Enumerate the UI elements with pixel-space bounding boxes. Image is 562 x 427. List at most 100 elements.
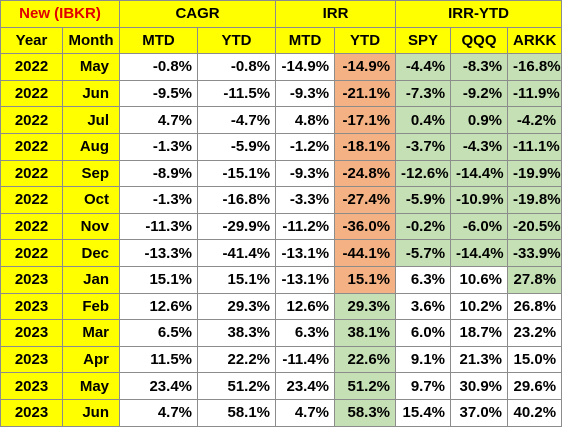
header-column-row: Year Month MTD YTD MTD YTD SPY QQQ ARKK [0,26,562,55]
arkk-cell: 27.8% [507,265,562,294]
irr-ytd-cell: -14.9% [334,53,397,81]
cagr-mtd-cell: -1.3% [119,132,199,161]
irr-ytd-cell: 51.2% [334,372,397,400]
cagr-mtd-cell: -9.5% [119,79,199,108]
irr-mtd-cell: -11.4% [275,345,336,374]
arkk-cell: -11.9% [507,79,562,108]
spy-cell: -3.7% [395,132,452,161]
qqq-cell: 0.9% [450,106,509,134]
month-cell: Aug [61,132,121,161]
irr-ytd-cell: 29.3% [334,292,397,321]
cagr-mtd-cell: -1.3% [119,186,199,214]
qqq-cell: 30.9% [450,372,509,400]
arkk-cell: 26.8% [507,292,562,321]
irr-mtd-cell: -3.3% [275,186,336,214]
cagr-ytd-cell: -11.5% [197,79,277,108]
spy-cell: 15.4% [395,398,452,427]
cagr-mtd-cell: 4.7% [119,398,199,427]
spy-cell: 6.0% [395,319,452,347]
table-body: 2022 May -0.8% -0.8% -14.9% -14.9% -4.4% -8.3% -… [0,53,562,427]
month-cell: Jun [61,79,121,108]
header-group-row: New (IBKR) CAGR IRR IRR-YTD [0,0,562,28]
spy-cell: -5.7% [395,239,452,267]
table-row: 2022 May -0.8% -0.8% -14.9% -14.9% -4.4% -8.3% -… [0,53,562,81]
table-row: 2022 Nov -11.3% -29.9% -11.2% -36.0% -0.2% -6.0… [0,212,562,241]
cagr-mtd-cell: 23.4% [119,372,199,400]
irr-ytd-cell: -18.1% [334,132,397,161]
arkk-cell: -19.9% [507,159,562,188]
cagr-mtd-cell: 4.7% [119,106,199,134]
qqq-cell: 18.7% [450,319,509,347]
table-row: 2023 Mar 6.5% 38.3% 6.3% 38.1% 6.0% 18.7% 23.2% [0,319,562,347]
spy-cell: -0.2% [395,212,452,241]
irr-ytd-cell: -36.0% [334,212,397,241]
arkk-cell: -4.2% [507,106,562,134]
column-header-arkk: ARKK [507,26,562,55]
cagr-mtd-cell: 15.1% [119,265,199,294]
cagr-mtd-cell: -0.8% [119,53,199,81]
year-cell: 2022 [0,239,63,267]
cagr-ytd-cell: -16.8% [197,186,277,214]
year-cell: 2023 [0,372,63,400]
cagr-mtd-cell: -11.3% [119,212,199,241]
year-cell: 2022 [0,132,63,161]
column-header-irr-mtd: MTD [275,26,336,55]
year-cell: 2022 [0,53,63,81]
qqq-cell: -14.4% [450,159,509,188]
qqq-cell: -4.3% [450,132,509,161]
irr-mtd-cell: -14.9% [275,53,336,81]
spy-cell: 9.1% [395,345,452,374]
cagr-mtd-cell: 12.6% [119,292,199,321]
year-cell: 2022 [0,79,63,108]
column-header-irr-ytd: YTD [334,26,397,55]
column-header-cagr-ytd: YTD [197,26,277,55]
qqq-cell: -6.0% [450,212,509,241]
column-header-year: Year [0,26,63,55]
column-header-qqq: QQQ [450,26,509,55]
year-cell: 2023 [0,398,63,427]
year-cell: 2023 [0,292,63,321]
qqq-cell: 21.3% [450,345,509,374]
table-row: 2023 May 23.4% 51.2% 23.4% 51.2% 9.7% 30.9% 29.6… [0,372,562,400]
irr-ytd-cell: -17.1% [334,106,397,134]
cagr-mtd-cell: 11.5% [119,345,199,374]
spy-cell: 3.6% [395,292,452,321]
spy-cell: -12.6% [395,159,452,188]
spy-cell: -4.4% [395,53,452,81]
irr-mtd-cell: -9.3% [275,159,336,188]
qqq-cell: 10.6% [450,265,509,294]
table-header: New (IBKR) CAGR IRR IRR-YTD Year Month M… [0,0,562,55]
spy-cell: -7.3% [395,79,452,108]
cagr-ytd-cell: 29.3% [197,292,277,321]
spy-cell: -5.9% [395,186,452,214]
month-cell: Feb [61,292,121,321]
column-header-spy: SPY [395,26,452,55]
cagr-mtd-cell: 6.5% [119,319,199,347]
irr-ytd-cell: 15.1% [334,265,397,294]
arkk-cell: -20.5% [507,212,562,241]
table-row: 2023 Feb 12.6% 29.3% 12.6% 29.3% 3.6% 10.2% 26.8… [0,292,562,321]
table-row: 2023 Jun 4.7% 58.1% 4.7% 58.3% 15.4% 37.0% 40.2% [0,398,562,427]
column-header-month: Month [61,26,121,55]
table-row: 2022 Jul 4.7% -4.7% 4.8% -17.1% 0.4% 0.9% -4.2% [0,106,562,134]
cagr-ytd-cell: 38.3% [197,319,277,347]
cagr-ytd-cell: 58.1% [197,398,277,427]
irr-mtd-cell: -11.2% [275,212,336,241]
irr-mtd-cell: 4.8% [275,106,336,134]
table-row: 2022 Jun -9.5% -11.5% -9.3% -21.1% -7.3% -9.2% -… [0,79,562,108]
cagr-group-header: CAGR [119,0,277,28]
arkk-cell: 15.0% [507,345,562,374]
irr-mtd-cell: -9.3% [275,79,336,108]
qqq-cell: 10.2% [450,292,509,321]
month-cell: Oct [61,186,121,214]
cagr-ytd-cell: -0.8% [197,53,277,81]
month-cell: Jan [61,265,121,294]
month-cell: Mar [61,319,121,347]
month-cell: Apr [61,345,121,374]
table-title: New (IBKR) [0,0,121,28]
irr-mtd-cell: -1.2% [275,132,336,161]
irr-ytd-cell: 22.6% [334,345,397,374]
irr-group-header: IRR [275,0,397,28]
arkk-cell: 23.2% [507,319,562,347]
arkk-cell: -11.1% [507,132,562,161]
